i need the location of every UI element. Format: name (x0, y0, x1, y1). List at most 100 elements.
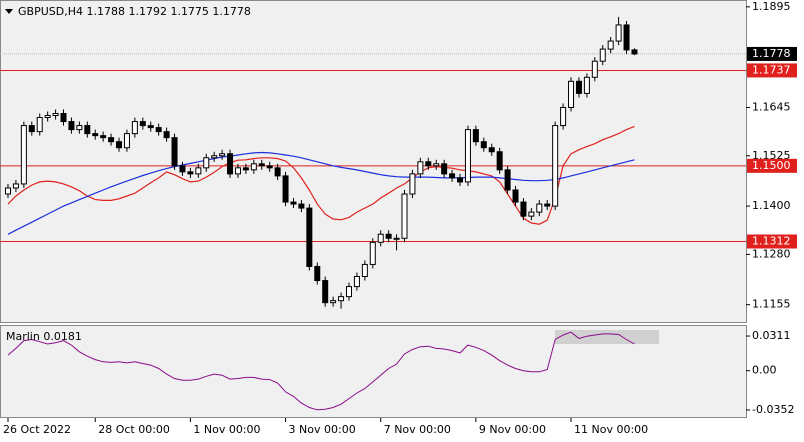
candle-body (385, 233, 392, 239)
level-tag (747, 158, 797, 173)
x-tick-label: 11 Nov 00:00 (574, 423, 648, 436)
y-tick-label: 1.1895 (752, 0, 791, 13)
candle-body (361, 263, 368, 278)
candle-body (227, 153, 234, 175)
candle-body (393, 237, 400, 240)
candle-body (298, 203, 305, 209)
y-tick-label: 1.1280 (752, 247, 791, 260)
current-price-label: 1.1778 (752, 47, 791, 60)
highlight-box (555, 330, 659, 344)
candle-body (599, 48, 606, 62)
candle-body (306, 207, 313, 267)
candle-body (92, 133, 99, 137)
candle-body (401, 193, 408, 239)
candle-body (258, 163, 265, 167)
candle-body (171, 137, 178, 167)
candle-body (116, 141, 123, 149)
candle-body (575, 80, 582, 94)
candle-body (536, 203, 543, 213)
x-tick-label: 26 Oct 2022 (3, 423, 71, 436)
candle-body (211, 155, 218, 159)
moving-average (7, 151, 635, 235)
candle-body (528, 211, 535, 217)
candle-body (179, 165, 186, 173)
candle-body (123, 133, 130, 149)
candle-body (163, 131, 170, 139)
candle-body (322, 280, 329, 304)
candle-body (314, 265, 321, 282)
level-label: 1.1312 (752, 235, 791, 248)
candle-body (425, 161, 432, 167)
chart-title: GBPUSD,H4 1.1788 1.1792 1.1775 1.1778 (18, 5, 251, 18)
marks (0, 16, 746, 411)
candle-body (353, 276, 360, 288)
candle-body (488, 147, 495, 153)
collapse-icon (5, 9, 13, 14)
candle-body (20, 125, 27, 185)
candle-body (449, 173, 456, 179)
candle-body (504, 169, 511, 191)
candle-body (607, 40, 614, 50)
candle-body (369, 241, 376, 265)
candle-body (457, 177, 464, 183)
indicator-tick-label: 0.00 (752, 364, 777, 377)
candle-body (195, 167, 202, 175)
candle-body (52, 113, 59, 117)
candle-body (100, 135, 107, 139)
candle-body (560, 106, 567, 127)
candle-body (274, 167, 281, 177)
candle-body (219, 153, 226, 157)
candle-body (155, 127, 162, 133)
candle-body (203, 157, 210, 169)
x-tick-label: 9 Nov 00:00 (479, 423, 546, 436)
candle-body (623, 24, 630, 51)
indicator-label: Marlin 0.0181 (6, 330, 82, 343)
candle-body (12, 183, 19, 189)
candle-body (36, 117, 43, 133)
candle-body (282, 175, 289, 203)
y-tick-label: 1.1525 (752, 149, 791, 162)
candle-body (568, 80, 575, 108)
candle-body (496, 151, 503, 171)
candle-body (266, 165, 273, 169)
candle-body (131, 121, 138, 135)
candle-body (631, 49, 638, 55)
y-tick-label: 1.1155 (752, 298, 791, 311)
candle-body (44, 115, 51, 119)
candle-body (409, 173, 416, 195)
candle-body (139, 121, 146, 127)
indicator-line (7, 331, 635, 411)
candle-body (472, 129, 479, 143)
candle-body (187, 171, 194, 175)
candle-body (330, 300, 337, 304)
candle-body (68, 121, 75, 131)
candle-body (520, 201, 527, 217)
level-tag (747, 63, 797, 78)
candle-body (108, 137, 115, 143)
candle-body (615, 24, 622, 42)
candle-body (345, 286, 352, 298)
candle-body (544, 203, 551, 207)
level-tag (747, 234, 797, 249)
candle-body (377, 233, 384, 243)
y-tick-label: 1.1645 (752, 100, 791, 113)
candle-body (234, 167, 241, 175)
candle-body (512, 189, 519, 203)
candle-body (480, 141, 487, 149)
candle-body (242, 167, 249, 171)
candle-body (5, 187, 11, 195)
current-price-tag (747, 46, 797, 61)
candle-body (250, 163, 257, 171)
level-label: 1.1500 (752, 159, 791, 172)
level-label: 1.1737 (752, 63, 791, 76)
indicator-tick-label: 0.0311 (752, 329, 791, 342)
candle-body (591, 60, 598, 78)
candle-body (552, 125, 559, 207)
moving-average (7, 125, 635, 225)
candle-body (290, 201, 297, 205)
candle-body (583, 76, 590, 94)
x-tick-label: 1 Nov 00:00 (193, 423, 260, 436)
candle-body (60, 113, 67, 123)
